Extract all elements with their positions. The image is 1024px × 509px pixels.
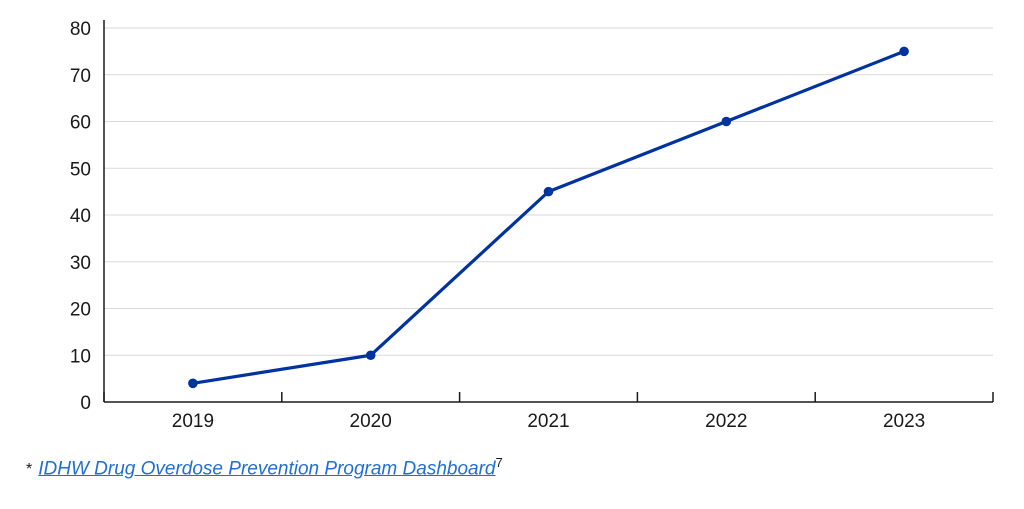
y-tick-label: 40 bbox=[70, 206, 91, 227]
y-tick-label: 50 bbox=[70, 159, 91, 180]
y-tick-labels: 0 10 20 30 40 50 60 70 80 bbox=[70, 19, 91, 414]
overdose-line-chart: 0 10 20 30 40 50 60 70 80 2019 2020 2021 2022 2023 bbox=[70, 19, 994, 432]
footnote-marker: * bbox=[26, 461, 33, 479]
grid-lines bbox=[104, 27, 993, 356]
x-tick-labels: 2019 2020 2021 2022 2023 bbox=[172, 411, 925, 432]
footnote-superscript: 7 bbox=[495, 455, 503, 470]
source-link[interactable]: IDHW Drug Overdose Prevention Program Da… bbox=[38, 458, 496, 480]
x-tick-label: 2020 bbox=[350, 411, 392, 432]
axes bbox=[103, 20, 994, 403]
source-footnote: * IDHW Drug Overdose Prevention Program D… bbox=[26, 455, 503, 480]
y-tick-label: 70 bbox=[70, 66, 91, 87]
data-point bbox=[188, 378, 198, 389]
series bbox=[188, 46, 909, 389]
x-tick-label: 2019 bbox=[172, 411, 214, 432]
y-tick-label: 80 bbox=[70, 19, 91, 40]
data-point bbox=[365, 350, 376, 361]
y-tick-label: 0 bbox=[80, 393, 91, 414]
y-tick-label: 60 bbox=[70, 113, 91, 134]
x-tick-label: 2022 bbox=[705, 411, 747, 432]
y-tick-label: 10 bbox=[70, 346, 91, 367]
data-point bbox=[721, 116, 732, 127]
x-tick-label: 2021 bbox=[527, 411, 569, 432]
y-tick-label: 20 bbox=[70, 300, 91, 321]
data-point bbox=[899, 46, 909, 57]
y-tick-label: 30 bbox=[70, 253, 91, 274]
x-tick-label: 2023 bbox=[883, 411, 925, 432]
data-point bbox=[543, 186, 554, 197]
series-line bbox=[191, 49, 906, 385]
